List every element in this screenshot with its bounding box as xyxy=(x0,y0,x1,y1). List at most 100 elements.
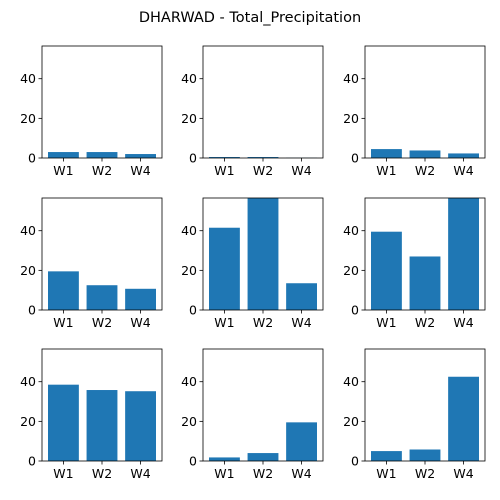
y-tick-label: 40 xyxy=(181,71,197,86)
x-tick-label: W2 xyxy=(415,466,435,481)
x-tick-label: W4 xyxy=(453,163,473,178)
bar-w2 xyxy=(86,152,118,158)
bar-w2 xyxy=(409,449,441,461)
x-tick-label: W2 xyxy=(415,315,435,330)
y-tick-label: 40 xyxy=(20,71,36,86)
x-tick-label: W2 xyxy=(92,315,112,330)
x-tick-label: W2 xyxy=(92,163,112,178)
bar-w1 xyxy=(209,457,240,461)
axes-frame xyxy=(41,45,163,159)
bar-w4 xyxy=(125,288,156,310)
bar-w1 xyxy=(48,271,79,310)
x-tick-label: W4 xyxy=(130,466,150,481)
y-tick-label: 40 xyxy=(20,223,36,238)
bar-w4 xyxy=(125,154,156,158)
x-tick-label: W4 xyxy=(291,163,311,178)
subplot-9: W1 W2 W4 0 20 40 xyxy=(343,348,486,481)
axes-frame xyxy=(364,45,486,159)
y-tick-label: 20 xyxy=(181,414,197,429)
x-tick-label: W4 xyxy=(453,466,473,481)
axes-frame xyxy=(364,197,486,311)
x-tick-label: W1 xyxy=(53,315,73,330)
x-tick-label: W1 xyxy=(53,163,73,178)
x-tick-label: W4 xyxy=(291,466,311,481)
bar-w2 xyxy=(86,285,118,310)
y-tick-label: 0 xyxy=(189,454,197,469)
y-tick-label: 40 xyxy=(343,374,359,389)
subplot-5: W1 W2 W4 0 20 40 xyxy=(181,197,324,330)
y-tick-label: 40 xyxy=(181,374,197,389)
x-tick-label: W1 xyxy=(376,466,396,481)
y-tick-label: 0 xyxy=(351,151,359,166)
y-tick-label: 20 xyxy=(20,263,36,278)
x-tick-label: W1 xyxy=(376,315,396,330)
x-tick-label: W1 xyxy=(214,315,234,330)
bar-w4 xyxy=(448,198,479,310)
x-tick-label: W2 xyxy=(253,466,273,481)
x-tick-label: W2 xyxy=(253,163,273,178)
y-tick-label: 20 xyxy=(20,111,36,126)
bar-w2 xyxy=(409,150,441,158)
x-tick-label: W2 xyxy=(92,466,112,481)
bar-w4 xyxy=(286,283,317,310)
subplot-3: W1 W2 W4 0 20 40 xyxy=(343,45,486,178)
y-tick-label: 20 xyxy=(181,263,197,278)
bar-w4 xyxy=(448,376,479,461)
axes-frame xyxy=(202,348,324,462)
y-tick-label: 0 xyxy=(351,303,359,318)
y-tick-label: 0 xyxy=(28,303,36,318)
y-tick-label: 20 xyxy=(181,111,197,126)
y-tick-label: 0 xyxy=(351,454,359,469)
bar-w1 xyxy=(371,149,402,158)
x-tick-label: W4 xyxy=(291,315,311,330)
bar-w1 xyxy=(209,157,240,158)
subplot-grid: W1 W2 W4 0 20 40 W1 W2 W4 0 20 40 W1 W2 W4 0 20 40 W1 W2 W4 0… xyxy=(20,45,486,481)
y-tick-label: 0 xyxy=(28,151,36,166)
y-tick-label: 20 xyxy=(343,414,359,429)
x-tick-label: W1 xyxy=(214,163,234,178)
y-tick-label: 0 xyxy=(28,454,36,469)
x-tick-label: W4 xyxy=(453,315,473,330)
bar-w2 xyxy=(409,256,441,310)
subplot-2: W1 W2 W4 0 20 40 xyxy=(181,45,324,178)
axes-frame xyxy=(41,348,163,462)
bar-w4 xyxy=(448,153,479,158)
subplot-1: W1 W2 W4 0 20 40 xyxy=(20,45,163,178)
bar-w4 xyxy=(286,422,317,461)
y-tick-label: 0 xyxy=(189,303,197,318)
axes-frame xyxy=(202,45,324,159)
subplot-7: W1 W2 W4 0 20 40 xyxy=(20,348,163,481)
subplot-4: W1 W2 W4 0 20 40 xyxy=(20,197,163,330)
y-tick-label: 40 xyxy=(20,374,36,389)
y-tick-label: 0 xyxy=(189,151,197,166)
bar-w1 xyxy=(48,384,79,461)
bar-w4 xyxy=(125,391,156,461)
axes-frame xyxy=(202,197,324,311)
bar-w2 xyxy=(247,157,279,158)
x-tick-label: W1 xyxy=(376,163,396,178)
axes-frame xyxy=(41,197,163,311)
chart-title: DHARWAD - Total_Precipitation xyxy=(139,10,361,26)
bar-w1 xyxy=(48,152,79,158)
y-tick-label: 20 xyxy=(20,414,36,429)
bar-w1 xyxy=(371,451,402,461)
bar-w2 xyxy=(86,390,118,461)
subplot-6: W1 W2 W4 0 20 40 xyxy=(343,197,486,330)
x-tick-label: W1 xyxy=(53,466,73,481)
y-tick-label: 40 xyxy=(343,71,359,86)
axes-frame xyxy=(364,348,486,462)
y-tick-label: 40 xyxy=(181,223,197,238)
x-tick-label: W1 xyxy=(214,466,234,481)
x-tick-label: W4 xyxy=(130,315,150,330)
y-tick-label: 40 xyxy=(343,223,359,238)
subplot-8: W1 W2 W4 0 20 40 xyxy=(181,348,324,481)
x-tick-label: W4 xyxy=(130,163,150,178)
x-tick-label: W2 xyxy=(415,163,435,178)
bar-w1 xyxy=(371,231,402,310)
bar-w2 xyxy=(247,198,279,310)
bar-w2 xyxy=(247,453,279,461)
y-tick-label: 20 xyxy=(343,111,359,126)
y-tick-label: 20 xyxy=(343,263,359,278)
bar-w1 xyxy=(209,227,240,310)
